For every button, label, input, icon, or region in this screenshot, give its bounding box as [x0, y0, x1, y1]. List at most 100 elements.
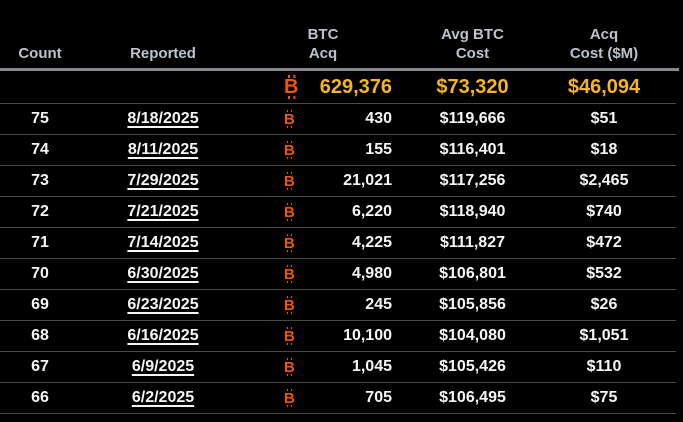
avg-btc-cost-cell: $104,080 [439, 327, 506, 344]
date-link[interactable]: 6/30/2025 [127, 265, 199, 282]
bitcoin-icon: B [284, 74, 299, 100]
btc-acq-cell: B 430 [246, 109, 400, 129]
acq-cost-cell: $51 [590, 110, 618, 127]
btc-amount: 4,225 [351, 234, 392, 251]
acq-cost-cell: $472 [586, 234, 622, 251]
bitcoin-icon: B [284, 326, 295, 346]
table-row: 75 8/18/2025 B 430 $119,666 $51 [0, 104, 676, 135]
bitcoin-icon: B [284, 264, 295, 284]
reported-cell: 6/23/2025 [80, 296, 246, 314]
date-link[interactable]: 8/18/2025 [127, 110, 199, 127]
reported-cell: 8/11/2025 [80, 141, 246, 159]
btc-amount: 705 [365, 389, 392, 406]
table-body: 75 8/18/2025 B 430 $119,666 $51 74 8/11/… [0, 104, 683, 414]
btc-acq-cell: B 155 [246, 140, 400, 160]
avg-btc-cost-cell: $119,666 [439, 110, 506, 127]
column-header-count: Count [0, 25, 80, 63]
date-link[interactable]: 7/14/2025 [127, 234, 199, 251]
header-line2: Cost [455, 45, 490, 62]
acq-cost-cell: $2,465 [579, 172, 629, 189]
btc-amount: 245 [365, 296, 392, 313]
reported-cell: 7/29/2025 [80, 172, 246, 190]
date-link[interactable]: 7/21/2025 [127, 203, 199, 220]
avg-btc-cost-cell: $117,256 [439, 172, 506, 189]
count-cell: 72 [31, 203, 49, 220]
btc-acq-cell: B 1,045 [246, 357, 400, 377]
bitcoin-icon: B [284, 233, 295, 253]
column-header-avg-btc-cost: Avg BTC Cost [400, 25, 545, 63]
acq-cost-cell: $75 [590, 389, 618, 406]
table-row: 66 6/2/2025 B 705 $106,495 $75 [0, 383, 676, 414]
avg-btc-cost-cell: $105,856 [439, 296, 506, 313]
bitcoin-icon: B [284, 171, 295, 191]
totals-btc-acq-value: 629,376 [319, 75, 392, 98]
date-link[interactable]: 7/29/2025 [127, 172, 199, 189]
count-cell: 68 [31, 327, 49, 344]
table-row: 73 7/29/2025 B 21,021 $117,256 $2,465 [0, 166, 676, 197]
date-link[interactable]: 6/23/2025 [127, 296, 199, 313]
btc-amount: 10,100 [343, 327, 392, 344]
header-line1: Avg BTC [441, 26, 504, 43]
header-line2: Acq [308, 45, 338, 62]
btc-acq-cell: B 245 [246, 295, 400, 315]
table-row: 71 7/14/2025 B 4,225 $111,827 $472 [0, 228, 676, 259]
reported-cell: 6/16/2025 [80, 327, 246, 345]
btc-amount: 4,980 [351, 265, 392, 282]
btc-amount: 21,021 [343, 172, 392, 189]
totals-acq-cost-value: $46,094 [567, 75, 641, 98]
avg-btc-cost-cell: $105,426 [439, 358, 506, 375]
column-header-reported: Reported [80, 25, 246, 63]
totals-row: B 629,376 $73,320 $46,094 [0, 71, 676, 104]
bitcoin-icon: B [284, 109, 295, 129]
count-cell: 66 [31, 389, 49, 406]
table-row: 70 6/30/2025 B 4,980 $106,801 $532 [0, 259, 676, 290]
avg-btc-cost-cell: $106,495 [439, 389, 506, 406]
avg-btc-cost-cell: $116,401 [439, 141, 506, 158]
totals-btc-acq-cell: B 629,376 [246, 74, 400, 100]
btc-acq-cell: B 4,980 [246, 264, 400, 284]
bitcoin-icon: B [284, 388, 295, 408]
btc-acq-cell: B 4,225 [246, 233, 400, 253]
reported-cell: 7/21/2025 [80, 203, 246, 221]
table-row: 74 8/11/2025 B 155 $116,401 $18 [0, 135, 676, 166]
avg-btc-cost-cell: $106,801 [439, 265, 506, 282]
header-line1: Acq [589, 26, 619, 43]
count-cell: 73 [31, 172, 49, 189]
column-header-btc-acq: BTC Acq [246, 25, 400, 63]
header-line2: Count [18, 45, 62, 62]
reported-cell: 8/18/2025 [80, 110, 246, 128]
reported-cell: 6/9/2025 [80, 358, 246, 376]
header-line2: Cost ($M) [569, 45, 639, 62]
count-cell: 69 [31, 296, 49, 313]
bitcoin-icon: B [284, 357, 295, 377]
count-cell: 67 [31, 358, 49, 375]
btc-amount: 155 [365, 141, 392, 158]
date-link[interactable]: 6/9/2025 [131, 358, 195, 375]
reported-cell: 6/30/2025 [80, 265, 246, 283]
table-row: 67 6/9/2025 B 1,045 $105,426 $110 [0, 352, 676, 383]
header-line1: BTC [307, 26, 339, 43]
count-cell: 75 [31, 110, 49, 127]
count-cell: 74 [31, 141, 49, 158]
totals-avg-btc-cost-value: $73,320 [436, 75, 509, 98]
acq-cost-cell: $532 [586, 265, 622, 282]
table-header-row: Count Reported BTC Acq Avg BTC Cost Acq Cos… [0, 0, 679, 71]
avg-btc-cost-cell: $111,827 [440, 234, 505, 251]
btc-acq-cell: B 6,220 [246, 202, 400, 222]
btc-amount: 6,220 [351, 203, 392, 220]
btc-amount: 430 [365, 110, 392, 127]
btc-acq-cell: B 10,100 [246, 326, 400, 346]
avg-btc-cost-cell: $118,940 [439, 203, 506, 220]
date-link[interactable]: 8/11/2025 [127, 141, 199, 158]
header-line2: Reported [130, 45, 196, 62]
acq-cost-cell: $1,051 [579, 327, 629, 344]
acq-cost-cell: $18 [590, 141, 618, 158]
reported-cell: 6/2/2025 [80, 389, 246, 407]
table-row: 72 7/21/2025 B 6,220 $118,940 $740 [0, 197, 676, 228]
acq-cost-cell: $740 [586, 203, 622, 220]
date-link[interactable]: 6/16/2025 [127, 327, 199, 344]
acq-cost-cell: $110 [586, 358, 622, 375]
column-header-acq-cost: Acq Cost ($M) [545, 25, 663, 63]
date-link[interactable]: 6/2/2025 [131, 389, 195, 406]
